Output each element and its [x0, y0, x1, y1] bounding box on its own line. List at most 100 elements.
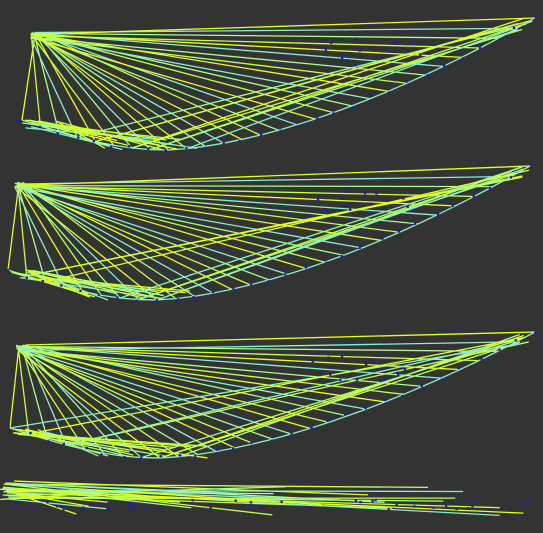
point-marker: [346, 58, 349, 62]
point-marker: [395, 503, 398, 507]
point-marker: [359, 500, 362, 504]
hull-segment: [417, 214, 438, 225]
cluster-line: [13, 432, 208, 447]
hull-segment: [436, 205, 456, 216]
hull-segment: [388, 82, 408, 92]
fan-line: [17, 184, 28, 277]
point-marker: [397, 230, 401, 233]
panel-4: [0, 480, 530, 517]
point-marker: [192, 296, 195, 299]
fan-line: [19, 187, 363, 249]
fan-line: [18, 347, 236, 449]
point-marker: [356, 378, 359, 381]
hull-segment: [272, 433, 292, 440]
fan-line: [16, 344, 86, 450]
cluster-line: [11, 271, 140, 293]
point-marker: [403, 367, 407, 371]
hull-segment: [479, 37, 499, 49]
fan-line: [20, 348, 386, 403]
point-marker: [232, 287, 235, 290]
band-line: [0, 488, 524, 514]
point-marker: [527, 498, 530, 502]
hull-segment: [113, 144, 133, 149]
point-marker: [364, 406, 367, 410]
panel-2: [6, 163, 533, 303]
point-marker: [77, 136, 80, 139]
point-marker: [395, 41, 398, 45]
point-marker: [11, 504, 14, 507]
point-marker: [155, 298, 159, 302]
hull-segment: [443, 56, 463, 67]
point-marker: [386, 48, 390, 52]
point-marker: [371, 499, 374, 503]
point-marker: [413, 505, 416, 508]
fan-line: [35, 34, 188, 150]
point-marker: [358, 49, 362, 52]
point-marker: [363, 191, 367, 195]
hull-segment: [231, 284, 251, 290]
hull-segment: [424, 65, 444, 76]
fan-line: [22, 344, 348, 417]
point-marker: [267, 280, 270, 283]
fan-line: [35, 33, 352, 107]
fan-line: [34, 32, 151, 151]
point-marker: [178, 454, 182, 457]
point-marker: [250, 508, 253, 511]
point-marker: [451, 204, 454, 208]
point-marker: [56, 132, 59, 135]
point-marker: [82, 506, 85, 509]
point-marker: [413, 222, 417, 225]
hull-segment: [459, 360, 480, 371]
fan-line: [22, 344, 123, 457]
band-line: [2, 486, 180, 503]
point-marker: [383, 378, 386, 382]
hull-segment: [511, 165, 531, 178]
point-marker: [409, 191, 412, 195]
point-marker: [295, 125, 298, 128]
hull-segment: [361, 239, 382, 249]
long-line: [141, 338, 522, 459]
point-marker: [194, 454, 197, 457]
point-marker: [462, 57, 465, 60]
long-line: [159, 334, 524, 459]
hull-segment: [194, 292, 214, 297]
band-line: [14, 480, 369, 496]
point-marker: [92, 139, 96, 143]
point-marker: [311, 361, 314, 364]
point-marker: [419, 53, 422, 57]
point-marker: [62, 508, 65, 511]
fan-line: [17, 181, 139, 301]
point-marker: [316, 117, 319, 120]
point-marker: [14, 502, 18, 505]
fan-line: [18, 184, 84, 292]
cluster-line: [38, 120, 160, 146]
long-line: [178, 333, 521, 458]
fan-line: [34, 32, 444, 67]
point-marker: [387, 507, 390, 511]
hull-segment: [197, 450, 217, 456]
fan-line: [30, 33, 41, 127]
point-marker: [185, 146, 188, 150]
point-marker: [369, 99, 372, 102]
point-marker: [358, 246, 362, 249]
point-marker: [139, 456, 143, 459]
fan-line: [15, 185, 475, 198]
point-marker: [374, 499, 377, 502]
point-marker: [290, 432, 293, 436]
fan-line: [17, 349, 30, 435]
point-marker: [534, 331, 537, 334]
cluster-line: [27, 270, 89, 295]
hull-segment: [347, 408, 367, 417]
hull-segment: [122, 455, 142, 459]
hull-segment: [380, 231, 400, 241]
point-marker: [396, 371, 399, 374]
hull-segment: [366, 401, 386, 410]
point-marker: [128, 145, 131, 148]
point-marker: [426, 52, 429, 55]
point-marker: [222, 141, 225, 145]
point-marker: [29, 431, 32, 435]
point-marker: [340, 355, 344, 358]
fan-line: [16, 181, 46, 282]
point-marker: [330, 41, 333, 45]
hull-segment: [498, 27, 517, 39]
